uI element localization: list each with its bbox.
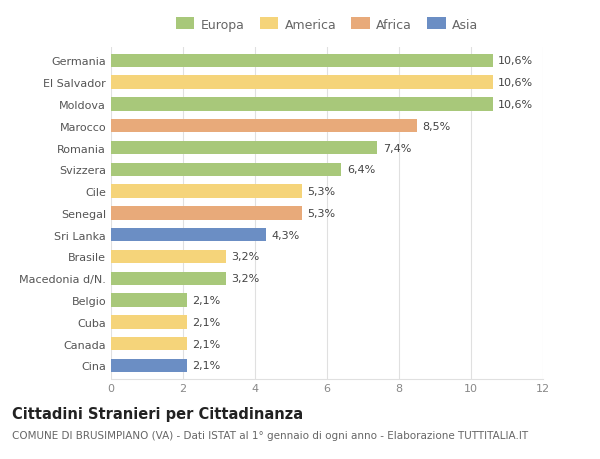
- Bar: [111, 98, 493, 112]
- Bar: [111, 229, 266, 242]
- Text: 3,2%: 3,2%: [232, 252, 260, 262]
- Bar: [111, 337, 187, 351]
- Bar: [111, 163, 341, 177]
- Text: 4,3%: 4,3%: [271, 230, 299, 240]
- Text: COMUNE DI BRUSIMPIANO (VA) - Dati ISTAT al 1° gennaio di ogni anno - Elaborazion: COMUNE DI BRUSIMPIANO (VA) - Dati ISTAT …: [12, 431, 528, 441]
- Bar: [111, 250, 226, 263]
- Legend: Europa, America, Africa, Asia: Europa, America, Africa, Asia: [172, 15, 482, 35]
- Text: Cittadini Stranieri per Cittadinanza: Cittadini Stranieri per Cittadinanza: [12, 406, 303, 421]
- Text: 2,1%: 2,1%: [192, 296, 220, 305]
- Text: 6,4%: 6,4%: [347, 165, 375, 175]
- Bar: [111, 120, 417, 133]
- Text: 2,1%: 2,1%: [192, 317, 220, 327]
- Text: 10,6%: 10,6%: [498, 100, 533, 110]
- Bar: [111, 76, 493, 90]
- Text: 5,3%: 5,3%: [307, 208, 335, 218]
- Bar: [111, 207, 302, 220]
- Bar: [111, 272, 226, 285]
- Text: 2,1%: 2,1%: [192, 361, 220, 370]
- Bar: [111, 359, 187, 372]
- Text: 2,1%: 2,1%: [192, 339, 220, 349]
- Text: 8,5%: 8,5%: [422, 122, 451, 131]
- Bar: [111, 185, 302, 198]
- Text: 10,6%: 10,6%: [498, 56, 533, 66]
- Text: 7,4%: 7,4%: [383, 143, 411, 153]
- Bar: [111, 294, 187, 307]
- Bar: [111, 55, 493, 68]
- Text: 5,3%: 5,3%: [307, 187, 335, 197]
- Bar: [111, 141, 377, 155]
- Text: 3,2%: 3,2%: [232, 274, 260, 284]
- Text: 10,6%: 10,6%: [498, 78, 533, 88]
- Bar: [111, 315, 187, 329]
